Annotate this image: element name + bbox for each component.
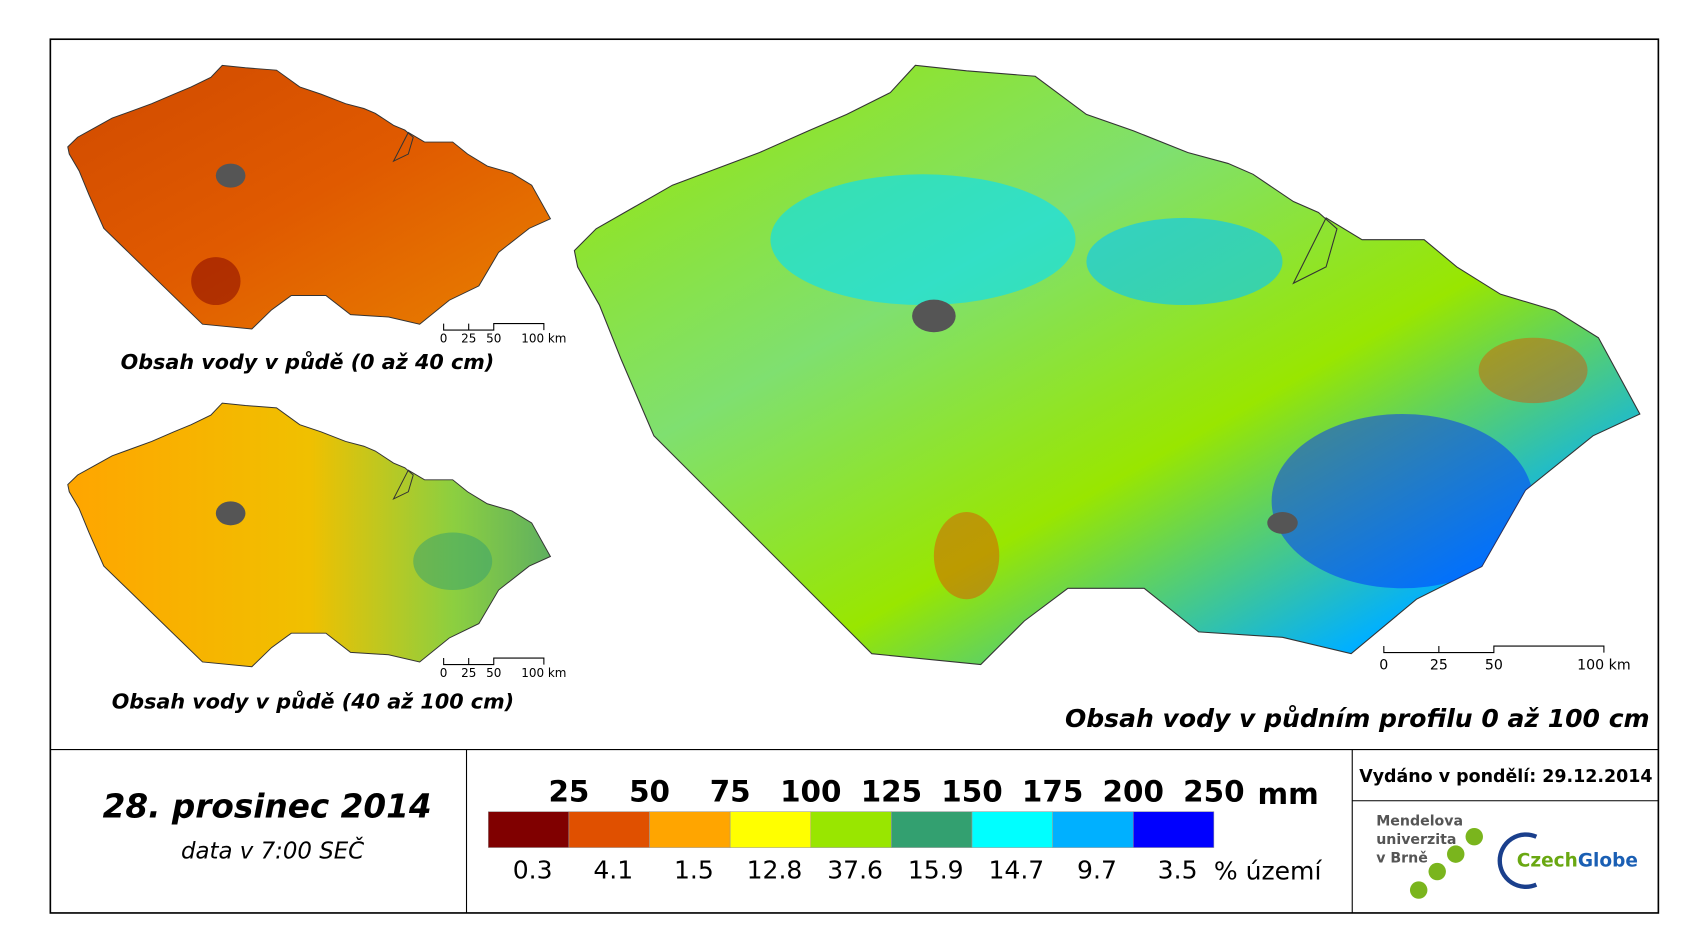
legend-swatch [891, 811, 973, 848]
legend-share: 3.5 [1158, 856, 1198, 885]
legend-swatch [1052, 811, 1134, 848]
legend-threshold: 125 [861, 775, 922, 809]
map-topsoil [67, 64, 551, 330]
legend-threshold: 100 [780, 775, 841, 809]
legend-threshold: 200 [1103, 775, 1164, 809]
scale-bar [443, 323, 545, 331]
map-main [573, 64, 1641, 666]
legend-threshold: 150 [941, 775, 1002, 809]
map-subsoil [67, 402, 551, 668]
legend-threshold: 50 [629, 775, 670, 809]
legend-swatch [649, 811, 731, 848]
legend-share: 0.3 [513, 856, 553, 885]
map-title: Obsah vody v půdě (0 až 40 cm) [121, 349, 495, 374]
scale-label: 25 [461, 666, 476, 680]
legend-swatch [971, 811, 1053, 848]
legend-swatch [1132, 811, 1215, 848]
scale-bar [443, 657, 545, 666]
legend-swatch [488, 811, 570, 848]
legend-share: 15.9 [908, 856, 964, 885]
legend-swatch [729, 811, 812, 848]
legend-threshold: 25 [548, 775, 589, 809]
legend-share: 12.8 [747, 856, 803, 885]
scale-label: 0 [440, 331, 448, 345]
logo-text: univerzita [1376, 832, 1456, 848]
scale-label: 0 [1379, 658, 1388, 674]
legend-swatch [810, 811, 892, 848]
scale-label: 50 [486, 666, 501, 680]
scale-label: 25 [461, 331, 476, 345]
scale-label: 25 [1430, 658, 1448, 674]
logo-mendel: Mendelova univerzita v Brně [1376, 813, 1483, 899]
legend-share-unit: % území [1214, 857, 1323, 886]
date: 28. prosinec 2014 [103, 787, 432, 825]
scale-label: 50 [486, 331, 501, 345]
scale-label: 100 km [521, 666, 566, 680]
scale-bar [1383, 645, 1605, 654]
logo-text: Mendelova [1376, 813, 1463, 829]
scale-label: 100 km [1577, 658, 1631, 674]
logo-czechglobe: CzechGlobe [1497, 832, 1638, 889]
legend-unit: mm [1257, 777, 1318, 811]
logo-text: v Brně [1376, 850, 1428, 866]
logo-czech: Czech [1517, 850, 1578, 871]
legend-threshold: 250 [1183, 775, 1244, 809]
scale-label: 0 [440, 666, 448, 680]
legend-share: 9.7 [1077, 856, 1117, 885]
scale-label: 50 [1485, 658, 1503, 674]
legend-threshold: 75 [710, 775, 751, 809]
legend-share: 37.6 [827, 856, 883, 885]
legend-share: 4.1 [593, 856, 633, 885]
legend-share: 1.5 [674, 856, 714, 885]
issued: Vydáno v pondělí: 29.12.2014 [1359, 767, 1652, 787]
legend-share: 14.7 [988, 856, 1044, 885]
map-title: Obsah vody v půdě (40 až 100 cm) [112, 689, 514, 714]
legend-swatch [568, 811, 650, 848]
logo-globe: Globe [1578, 850, 1638, 871]
scale-label: 100 km [521, 331, 566, 345]
map-title: Obsah vody v půdním profilu 0 až 100 cm [1065, 704, 1650, 733]
logo-text: CzechGlobe [1517, 850, 1638, 871]
legend-threshold: 175 [1022, 775, 1083, 809]
time: data v 7:00 SEČ [181, 836, 364, 864]
